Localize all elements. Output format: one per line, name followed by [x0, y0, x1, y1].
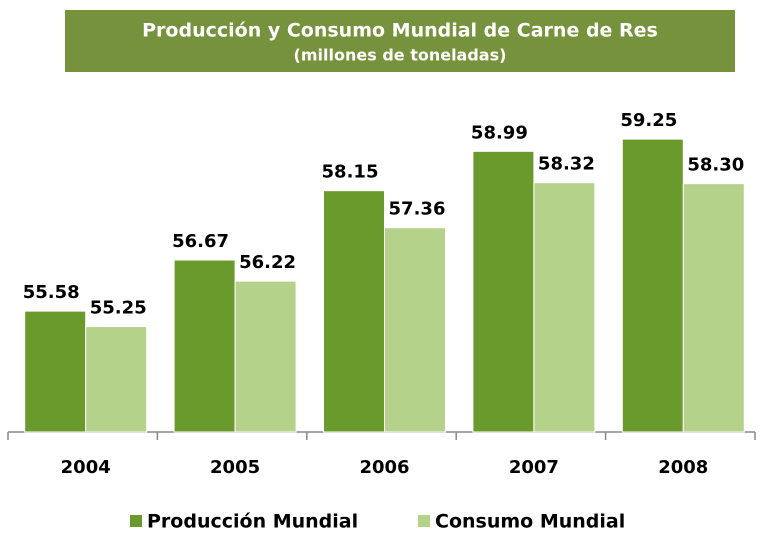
bar — [24, 310, 87, 433]
x-tick-label: 2004 — [61, 457, 111, 478]
bar — [621, 138, 684, 433]
bar — [682, 183, 745, 433]
x-tick-label: 2008 — [658, 457, 708, 478]
bar — [85, 326, 148, 433]
data-label: 56.22 — [239, 252, 296, 273]
bar — [234, 280, 297, 433]
legend-label: Producción Mundial — [147, 511, 358, 533]
x-tick-label: 2006 — [359, 457, 409, 478]
title-banner — [65, 10, 735, 72]
data-label: 55.25 — [90, 298, 147, 319]
legend-swatch — [418, 515, 430, 527]
data-label: 58.99 — [471, 122, 528, 143]
data-label: 56.67 — [172, 231, 229, 252]
data-label: 57.36 — [389, 199, 446, 220]
bar — [384, 227, 446, 433]
bar — [533, 182, 596, 433]
data-label: 58.15 — [322, 162, 379, 183]
legend-label: Consumo Mundial — [435, 511, 625, 533]
bar — [323, 190, 385, 433]
bar — [472, 150, 535, 433]
chart-subtitle: (millones de toneladas) — [294, 46, 507, 65]
data-label: 58.30 — [687, 155, 744, 176]
chart-title: Producción y Consumo Mundial de Carne de… — [142, 20, 658, 42]
data-label: 58.32 — [538, 154, 595, 175]
x-tick-label: 2007 — [509, 457, 559, 478]
bar — [173, 259, 236, 433]
legend-swatch — [130, 515, 142, 527]
x-tick-label: 2005 — [210, 457, 260, 478]
data-label: 59.25 — [620, 110, 677, 131]
data-label: 55.58 — [23, 282, 80, 303]
